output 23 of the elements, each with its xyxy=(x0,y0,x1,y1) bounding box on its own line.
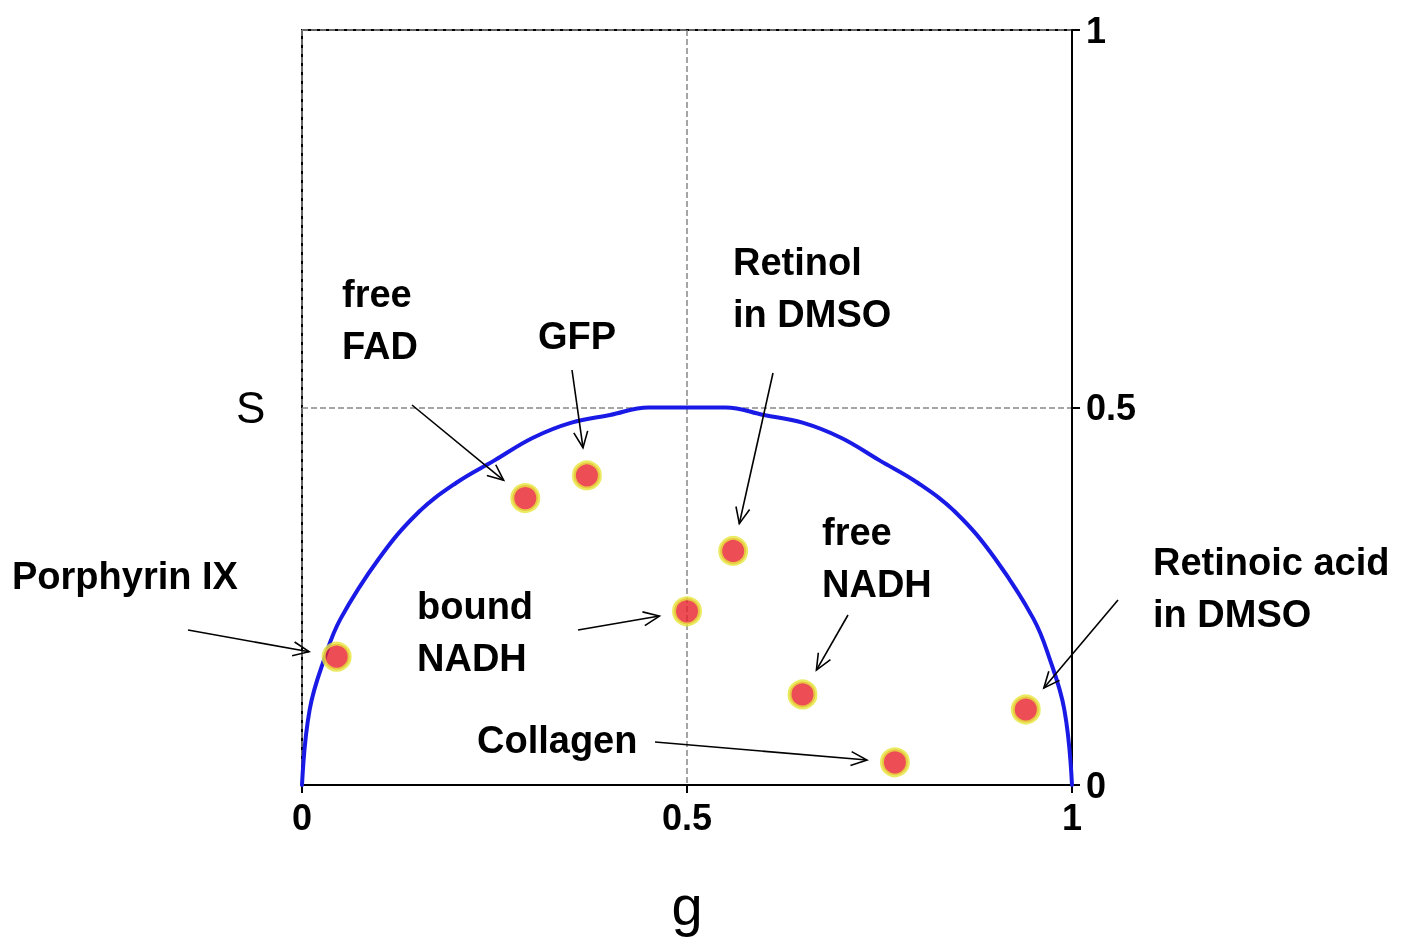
point xyxy=(571,460,602,491)
point xyxy=(510,483,541,514)
annotation: GFP xyxy=(538,314,617,359)
point xyxy=(718,535,749,566)
point xyxy=(787,679,818,710)
point xyxy=(879,747,910,778)
annotation: free FAD xyxy=(342,272,418,369)
y-tick-label: 0.5 xyxy=(1086,387,1137,428)
text: Retinoic acid in DMSO xyxy=(1153,540,1390,637)
x-tick-label: 0.5 xyxy=(661,796,713,838)
y-tick-label: 0 xyxy=(1086,764,1107,806)
point xyxy=(321,641,352,672)
point xyxy=(672,596,702,627)
annotation: Collagen xyxy=(477,718,638,763)
annotation: free NADH xyxy=(822,510,932,607)
y-axis-title: S xyxy=(236,381,266,434)
x-tick-label: 0 xyxy=(291,796,313,838)
annotation: Retinol in DMSO xyxy=(733,240,892,337)
y-tick-label: 1 xyxy=(1086,9,1107,51)
annotation: bound NADH xyxy=(417,584,534,681)
point xyxy=(1010,694,1041,725)
text: Porphyrin IX xyxy=(12,554,238,599)
x-axis-title: g xyxy=(671,873,703,937)
